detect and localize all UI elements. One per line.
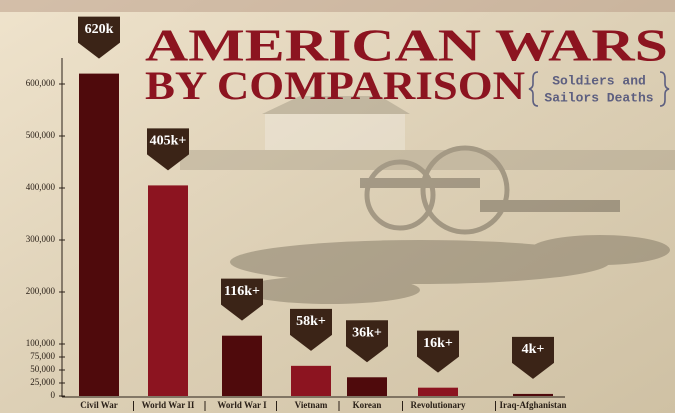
title-line: BY COMPARISON <box>145 63 525 108</box>
y-tick-label: 400,000 <box>26 182 56 192</box>
bar <box>418 388 458 396</box>
bar <box>222 336 262 396</box>
x-tick-label: Civil War <box>80 400 118 410</box>
bar <box>347 377 387 396</box>
y-tick-label: 600,000 <box>26 78 56 88</box>
y-tick-label: 300,000 <box>26 234 56 244</box>
value-label: 58k+ <box>296 314 326 329</box>
y-tick-label: 200,000 <box>26 286 56 296</box>
chart: AMERICAN WARS BY COMPARISON Soldiers and… <box>0 0 675 413</box>
value-label: 116k+ <box>224 284 260 299</box>
value-label: 4k+ <box>522 342 545 357</box>
y-tick-label: 500,000 <box>26 130 56 140</box>
bar <box>513 394 553 396</box>
top-band <box>0 0 675 12</box>
bar <box>148 185 188 396</box>
bar <box>291 366 331 396</box>
bar <box>79 74 119 396</box>
value-label: 405k+ <box>150 134 187 149</box>
y-tick-label: 0 <box>51 390 56 400</box>
y-tick-label: 100,000 <box>26 338 56 348</box>
subtitle-line: Sailors Deaths <box>544 90 653 105</box>
x-tick-label: Iraq-Afghanistan <box>499 400 566 410</box>
x-tick-label: Vietnam <box>295 400 328 410</box>
x-tick-label: Korean <box>353 400 382 410</box>
x-tick-label: World War I <box>217 400 267 410</box>
value-label: 36k+ <box>352 325 382 340</box>
y-tick-label: 50,000 <box>30 364 55 374</box>
y-tick-label: 25,000 <box>30 377 55 387</box>
x-tick-label: Revolutionary <box>411 400 466 410</box>
subtitle-line: Soldiers and <box>552 73 646 88</box>
value-label: 620k <box>85 22 114 37</box>
y-tick-label: 75,000 <box>30 351 55 361</box>
x-tick-label: World War II <box>142 400 195 410</box>
value-label: 16k+ <box>423 336 453 351</box>
